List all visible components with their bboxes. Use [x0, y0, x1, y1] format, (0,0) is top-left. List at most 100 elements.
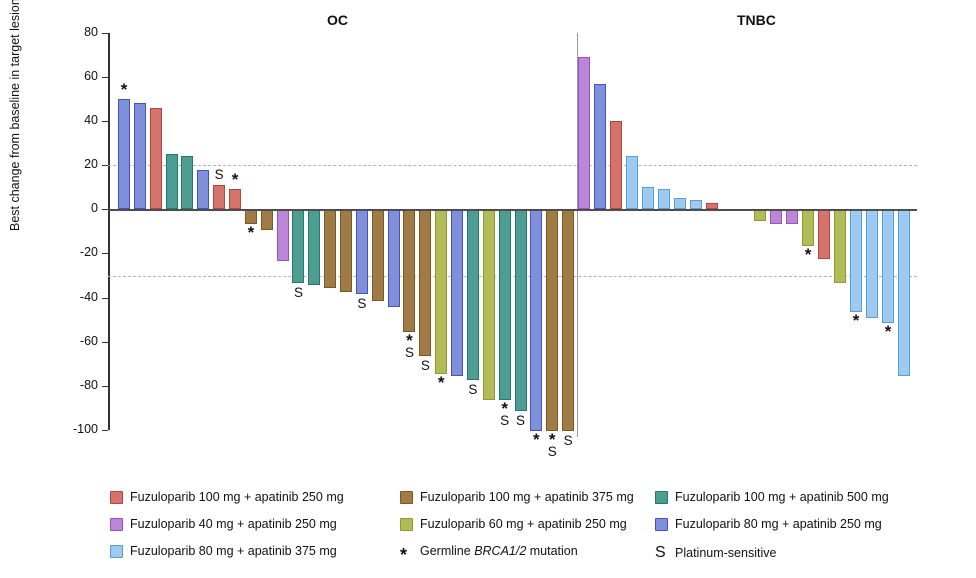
symbol-S-oc-29: S — [563, 433, 573, 448]
bar-oc-19 — [403, 210, 416, 332]
bar-oc-29 — [562, 210, 575, 431]
legend-item-0-0: Fuzuloparib 100 mg + apatinib 250 mg — [110, 490, 344, 504]
bar-oc-25 — [498, 210, 511, 401]
symbol-starS-oc-28: * S — [547, 430, 557, 459]
y-tick-60 — [102, 76, 108, 78]
bar-oc-9 — [244, 210, 257, 224]
y-tick-40 — [102, 121, 108, 123]
y-tick-label-20: 20 — [84, 157, 98, 172]
bar-oc-24 — [482, 210, 495, 401]
bar-oc-7 — [213, 185, 226, 210]
bar-oc-27 — [530, 210, 543, 431]
bar-tnbc-16 — [818, 210, 830, 259]
bar-oc-26 — [514, 210, 527, 412]
bar-tnbc-20 — [882, 210, 894, 323]
legend-item-2-0: Fuzuloparib 100 mg + apatinib 500 mg — [655, 490, 889, 504]
legend-label: Fuzuloparib 100 mg + apatinib 500 mg — [675, 490, 889, 504]
bar-oc-21 — [435, 210, 448, 374]
y-tick-label-60: 60 — [84, 68, 98, 83]
y-tick--80 — [102, 385, 108, 387]
bar-tnbc-6 — [658, 189, 670, 210]
legend-label: Germline BRCA1/2 mutation — [420, 544, 578, 558]
symbol-S-oc-12: S — [293, 285, 303, 301]
symbol-star-oc-9: * — [247, 222, 255, 242]
legend-item-0-2: Fuzuloparib 80 mg + apatinib 375 mg — [110, 544, 337, 558]
legend-item-1-0: Fuzuloparib 100 mg + apatinib 375 mg — [400, 490, 634, 504]
bar-oc-2 — [133, 103, 146, 210]
ref-line--30 — [108, 275, 917, 277]
y-tick-label--80: -80 — [79, 377, 98, 392]
legend-swatch-lightblue — [110, 544, 123, 558]
bar-tnbc-3 — [610, 121, 622, 210]
legend-label: Fuzuloparib 80 mg + apatinib 375 mg — [130, 544, 337, 558]
bar-tnbc-9 — [706, 202, 718, 210]
y-tick-0 — [102, 209, 108, 211]
symbol-star-oc-21: * — [437, 372, 445, 392]
bar-tnbc-15 — [802, 210, 814, 246]
bar-tnbc-13 — [770, 210, 782, 224]
legend-label: Fuzuloparib 60 mg + apatinib 250 mg — [420, 517, 627, 531]
y-tick-20 — [102, 165, 108, 167]
legend-item-1-2: * Germline BRCA1/2 mutation — [400, 544, 578, 564]
y-tick-label--100: -100 — [72, 422, 98, 436]
bar-tnbc-8 — [690, 200, 702, 210]
bar-oc-15 — [340, 210, 353, 292]
bar-oc-13 — [308, 210, 321, 286]
legend-swatch-olive — [400, 517, 413, 531]
bar-oc-6 — [197, 169, 210, 210]
panel-title-oc: OC — [327, 12, 348, 28]
bar-oc-5 — [181, 156, 194, 210]
symbol-star-tnbc-20: * — [884, 321, 892, 341]
symbol-star-tnbc-18: * — [852, 310, 860, 330]
legend-swatch-teal — [655, 490, 668, 504]
legend-label: Fuzuloparib 40 mg + apatinib 250 mg — [130, 517, 337, 531]
y-axis-title: Best change from baseline in target lesi… — [8, 0, 22, 231]
bar-tnbc-21 — [898, 210, 910, 376]
panel-divider — [577, 32, 578, 437]
y-tick--20 — [102, 253, 108, 255]
bar-tnbc-1 — [578, 57, 590, 210]
bar-oc-18 — [387, 210, 400, 308]
legend-swatch-brown — [400, 490, 413, 504]
symbol-S-oc-7: S — [214, 167, 224, 183]
bar-oc-16 — [355, 210, 368, 295]
bar-oc-4 — [165, 154, 178, 210]
ref-line-20 — [108, 165, 917, 167]
legend-item-2-1: Fuzuloparib 80 mg + apatinib 250 mg — [655, 517, 882, 531]
y-tick-label-40: 40 — [84, 113, 98, 128]
symbol-star-tnbc-15: * — [804, 244, 812, 264]
y-tick-80 — [102, 32, 108, 34]
bar-tnbc-14 — [786, 210, 798, 224]
bar-oc-10 — [260, 210, 273, 231]
bar-oc-17 — [371, 210, 384, 301]
symbol-starS-oc-25: * S — [500, 399, 510, 429]
symbol-S-oc-26: S — [515, 413, 525, 429]
bar-tnbc-19 — [866, 210, 878, 319]
bar-oc-14 — [324, 210, 337, 288]
y-tick-label--20: -20 — [79, 245, 98, 260]
legend-label: Platinum-sensitive — [675, 546, 777, 560]
bar-oc-11 — [276, 210, 289, 262]
legend-label: Fuzuloparib 100 mg + apatinib 250 mg — [130, 490, 344, 504]
symbol-starS-oc-19: * S — [404, 330, 414, 360]
symbol-star-oc-8: * — [231, 170, 239, 190]
bar-tnbc-5 — [642, 187, 654, 210]
y-tick-label-0: 0 — [91, 201, 98, 216]
y-tick--60 — [102, 341, 108, 343]
y-axis-line — [108, 32, 110, 430]
bar-oc-3 — [149, 107, 162, 210]
panel-title-tnbc: TNBC — [737, 12, 776, 28]
legend-item-2-2: S Platinum-sensitive — [655, 544, 776, 562]
symbol-star-oc-1: * — [120, 79, 128, 99]
legend-symbol-S: S — [655, 544, 666, 561]
zero-line — [108, 209, 917, 211]
bar-oc-28 — [546, 210, 559, 431]
bar-oc-12 — [292, 210, 305, 284]
bar-tnbc-18 — [850, 210, 862, 312]
symbol-S-oc-23: S — [468, 382, 478, 398]
bar-tnbc-2 — [594, 83, 606, 210]
legend-swatch-red — [110, 490, 123, 504]
symbol-S-oc-20: S — [420, 357, 430, 373]
y-tick--100 — [102, 430, 108, 431]
